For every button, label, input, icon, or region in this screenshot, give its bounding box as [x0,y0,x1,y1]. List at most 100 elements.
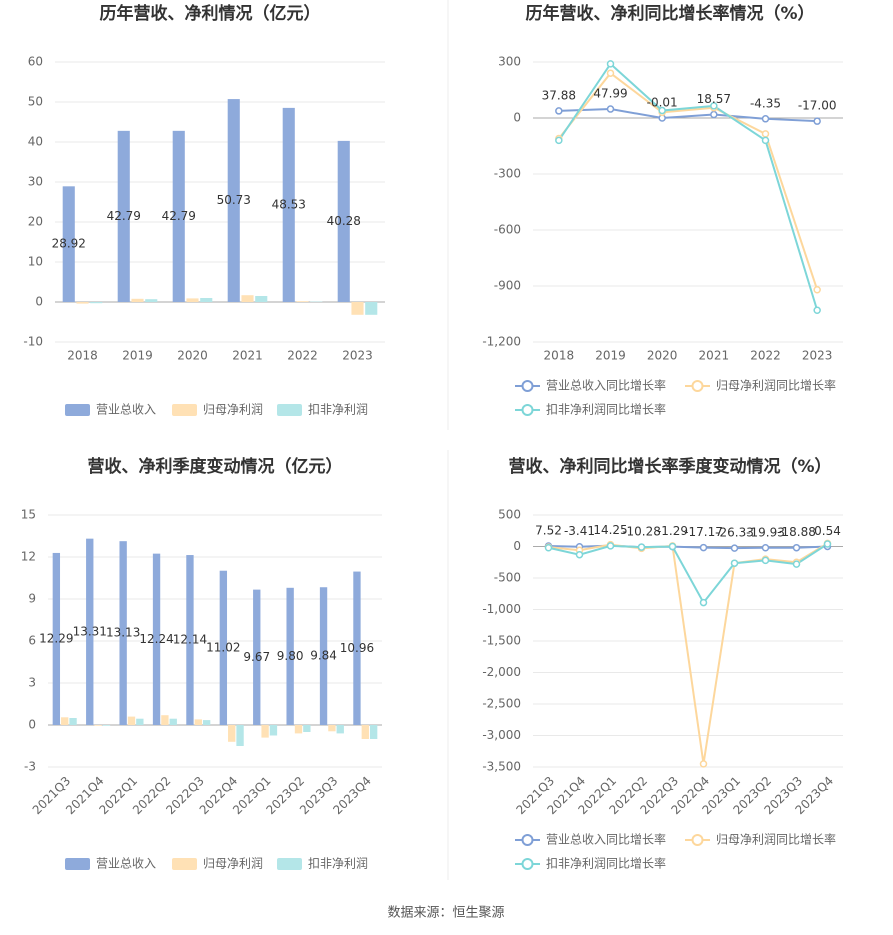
y-tick-label: 20 [28,215,43,229]
x-tick-label: 2019 [595,349,626,363]
x-tick-label: 2019 [122,349,153,363]
bar [200,298,213,302]
point [699,760,708,768]
bar [152,553,161,725]
y-tick-label: -1,000 [482,602,521,616]
x-tick-label: 2023 [802,349,833,363]
legend-label: 归母净利润同比增长率 [716,378,836,393]
y-tick-label: -1,200 [482,335,521,349]
point [761,115,770,123]
point [792,543,801,552]
point [699,598,708,607]
legend-label: 扣非净利润 [308,403,368,417]
y-tick-label: 15 [21,508,36,522]
bar [241,295,254,302]
x-tick-label: 2022 [750,349,781,363]
legend-label: 营业总收入同比增长率 [546,832,666,847]
bar [319,587,328,725]
bar [102,725,111,726]
x-tick-label: 2023 [342,349,373,363]
point [761,544,770,552]
data-label: 14.25 [593,523,627,537]
bar [294,725,303,734]
data-label: -1.29 [657,524,688,538]
y-tick-label: 10 [28,255,43,269]
point [606,69,615,77]
legend-swatch [172,858,197,870]
y-tick-label: 0 [35,295,43,309]
data-label: 47.99 [593,87,627,101]
bar [261,725,269,738]
y-tick-label: 3 [28,676,36,690]
chart-title: 历年营收、净利同比增长率情况（%） [525,3,814,24]
point [813,117,821,125]
bar [253,589,261,725]
bar [76,302,89,304]
y-tick-label: 0 [28,718,36,732]
bar [228,725,236,742]
point [606,542,615,550]
y-tick-label: -500 [494,571,521,585]
legend-swatch [172,404,197,416]
bar [52,552,61,725]
x-tick-label: 2021 [699,349,730,363]
y-tick-label: -3,000 [482,728,521,742]
bar [303,725,311,732]
point [761,136,770,145]
legend-label: 归母净利润同比增长率 [716,832,836,847]
legend-swatch [691,834,704,846]
point [699,543,708,552]
legend-label: 扣非净利润 [308,857,368,871]
x-tick-label: 2018 [67,349,98,363]
data-label: 18.57 [697,92,731,106]
data-label: -0.01 [647,96,678,110]
y-tick-label: -600 [494,223,521,237]
bar [282,107,295,302]
point [813,285,821,294]
legend-label: 营业总收入 [96,857,156,871]
data-label: 48.53 [272,197,306,211]
data-label: 9.84 [310,649,337,663]
legend-label: 营业总收入同比增长率 [546,378,666,393]
y-tick-label: 12 [21,550,36,564]
legend-swatch [277,404,302,416]
legend-label: 扣非净利润同比增长率 [546,402,666,417]
legend-swatch [277,858,302,870]
y-tick-label: 50 [28,95,43,109]
y-tick-label: 6 [28,634,36,648]
data-label: 37.88 [542,88,576,102]
bar [127,716,136,725]
bar [186,298,199,302]
bar [337,140,350,302]
y-tick-label: -2,000 [482,665,521,679]
bar [328,725,336,732]
point [658,106,666,115]
data-label: -17.00 [798,99,837,113]
line [548,544,828,550]
bar [131,298,144,302]
y-tick-label: -1,500 [482,634,521,648]
bar [269,725,278,736]
y-tick-label: 0 [513,111,521,125]
data-label: 11.02 [206,640,240,654]
x-tick-label: 2021 [232,349,263,363]
bar [286,587,294,725]
y-tick-label: -10 [23,335,43,349]
data-label: 28.92 [52,237,86,251]
x-tick-label: 2020 [647,349,678,363]
x-tick-label: 2022 [287,349,318,363]
data-label: -17.17 [684,525,723,539]
bar [61,717,69,725]
chart-title: 历年营收、净利情况（亿元） [100,3,321,24]
legend-swatch [521,834,534,846]
y-tick-label: -300 [494,167,521,181]
bar [365,302,378,315]
point [761,130,770,138]
legend-swatch [521,858,534,870]
bar [236,725,244,746]
data-label: 42.79 [162,209,196,223]
bar [351,302,364,315]
bar [136,718,144,725]
legend-label: 营业总收入 [96,403,156,417]
